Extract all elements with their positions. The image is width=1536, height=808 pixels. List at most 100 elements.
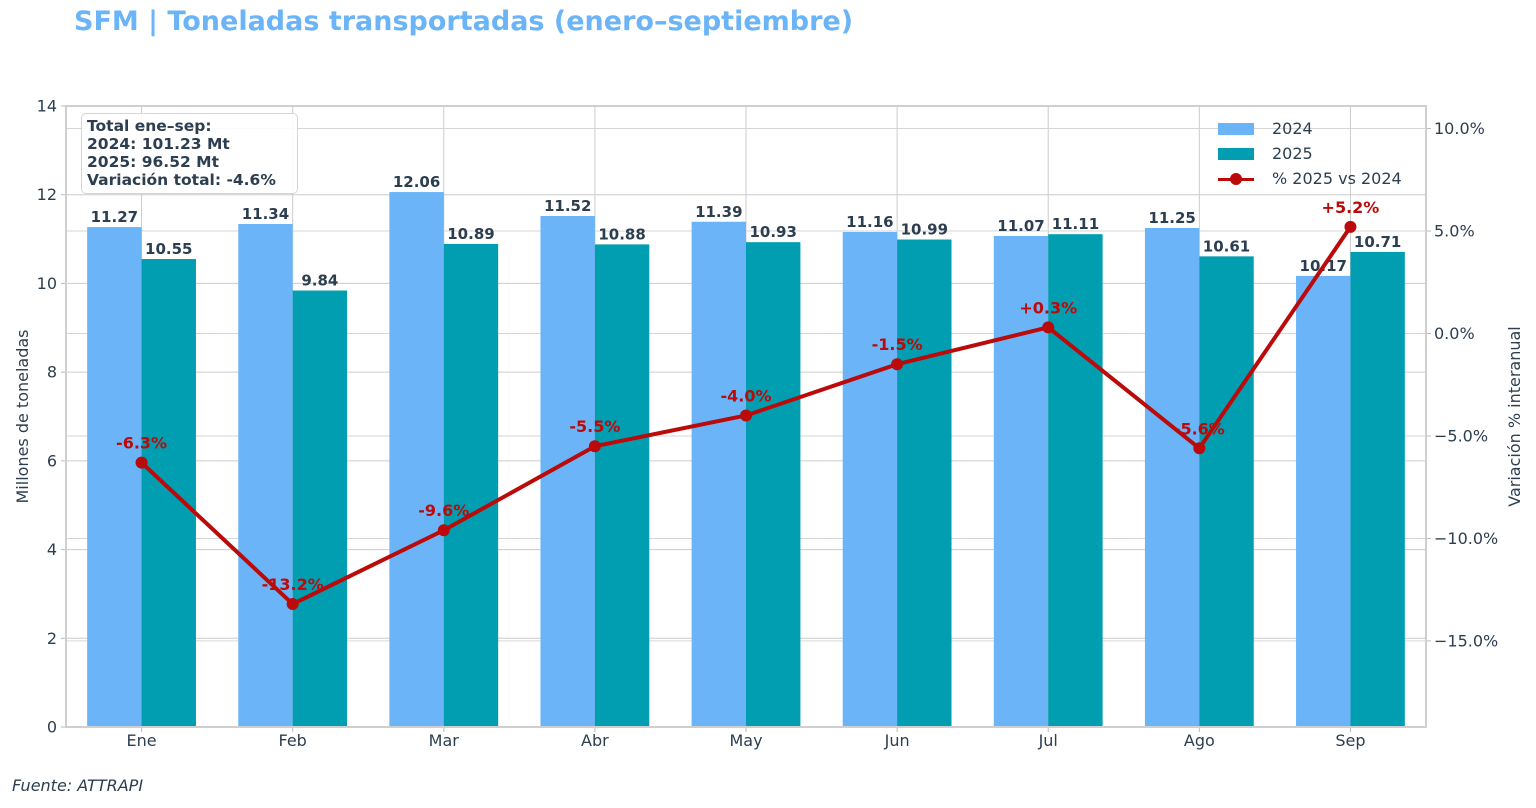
- bar-2025: [141, 259, 196, 727]
- summary-total-2024: 2024: 101.23 Mt: [87, 135, 230, 153]
- bar-2025: [746, 242, 801, 727]
- pct-point: [1344, 220, 1357, 233]
- pct-label: -13.2%: [262, 575, 324, 594]
- pct-label: -5.5%: [569, 417, 620, 436]
- y-right-tick-label: −10.0%: [1434, 529, 1498, 548]
- bar-2025: [443, 243, 499, 727]
- y-right-axis-title: Variación % interanual: [1505, 326, 1524, 507]
- summary-total-2025: 2025: 96.52 Mt: [87, 153, 219, 171]
- y-tick-label: 8: [47, 363, 57, 382]
- y-right-tick-label: 5.0%: [1434, 222, 1475, 241]
- bar-2024: [238, 223, 293, 728]
- pct-point: [286, 598, 299, 611]
- pct-point: [1042, 321, 1055, 334]
- plot-frame: [65, 105, 1427, 728]
- legend-item-2025: 2025: [1218, 141, 1418, 166]
- x-tick-label: Abr: [581, 731, 609, 750]
- summary-box: Total ene–sep: 2024: 101.23 Mt 2025: 96.…: [81, 113, 298, 194]
- pct-point: [135, 456, 148, 469]
- x-tick-label: May: [729, 731, 762, 750]
- y-tick-label: 0: [47, 718, 57, 737]
- legend-label-2024: 2024: [1272, 119, 1313, 138]
- pct-point: [891, 358, 904, 371]
- bar-labels-layer: 11.27 10.55 11.34 9.84 12.06 10.89 11.52 10.88 1…: [91, 173, 1402, 289]
- bar-label-2024: 11.39: [695, 203, 742, 221]
- bar-label-2025: 10.55: [145, 240, 192, 258]
- y-right-tick-label: −15.0%: [1434, 631, 1498, 650]
- y-tick-label: 12: [37, 185, 57, 204]
- pct-label: +5.2%: [1322, 198, 1380, 217]
- bar-2024: [993, 235, 1049, 727]
- y-tick-label: 2: [47, 629, 57, 648]
- y-right-tick-label: 0.0%: [1434, 324, 1475, 343]
- summary-heading: Total ene–sep:: [87, 117, 212, 135]
- bar-label-2024: 11.25: [1148, 209, 1195, 227]
- x-tick-label: Jul: [1038, 731, 1058, 750]
- x-tick-label: Mar: [429, 731, 460, 750]
- legend-item-2024: 2024: [1218, 116, 1418, 141]
- legend: 2024 2025 % 2025 vs 2024: [1218, 116, 1418, 191]
- bar-2024: [691, 221, 746, 727]
- bar-label-2025: 9.84: [301, 272, 338, 290]
- bar-label-2025: 11.11: [1052, 215, 1099, 233]
- bar-2025: [897, 239, 952, 727]
- bar-label-2024: 11.16: [846, 213, 893, 231]
- bar-label-2025: 10.61: [1203, 237, 1250, 255]
- x-tick-label: Ene: [127, 731, 157, 750]
- bar-label-2024: 11.52: [544, 197, 591, 215]
- y-axis-title: Millones de toneladas: [13, 329, 32, 503]
- y-tick-label: 4: [47, 540, 57, 559]
- y-tick-label: 14: [37, 97, 57, 116]
- x-tick-label: Feb: [279, 731, 307, 750]
- y-tick-label: 10: [37, 274, 57, 293]
- pct-point: [588, 440, 601, 453]
- legend-label-pct: % 2025 vs 2024: [1272, 169, 1402, 188]
- bar-2025: [594, 244, 650, 727]
- bar-label-2025: 10.71: [1354, 233, 1401, 251]
- bars-layer: [87, 192, 1405, 728]
- bar-2024: [389, 192, 444, 727]
- bar-label-2024: 12.06: [393, 173, 440, 191]
- bar-label-2025: 10.93: [749, 223, 796, 241]
- bar-label-2025: 10.89: [447, 225, 494, 243]
- x-tick-label: Sep: [1335, 731, 1365, 750]
- pct-point: [1193, 442, 1206, 455]
- bar-2024: [1296, 275, 1351, 727]
- bar-2024: [87, 227, 142, 727]
- bar-2025: [1048, 234, 1103, 727]
- bar-label-2025: 10.88: [598, 225, 645, 243]
- axes-layer: 0 2 4 6 8 10 12 14 −15.0% −10.0% −5.0% 0.0% 5.0% 10.0…: [13, 97, 1524, 751]
- bar-2025: [1350, 251, 1405, 727]
- pct-label: +0.3%: [1019, 298, 1077, 317]
- summary-total-variation: Variación total: -4.6%: [87, 171, 276, 189]
- bar-label-2024: 11.27: [91, 208, 138, 226]
- bar-label-2024: 11.07: [997, 217, 1044, 235]
- pct-label: -1.5%: [872, 335, 923, 354]
- pct-point: [740, 409, 752, 422]
- y-tick-label: 6: [47, 451, 57, 470]
- x-tick-label: Ago: [1184, 731, 1215, 750]
- bar-2025: [292, 290, 348, 727]
- y-right-tick-label: 10.0%: [1434, 119, 1485, 138]
- legend-item-pct: % 2025 vs 2024: [1218, 166, 1418, 191]
- pct-point: [437, 524, 450, 537]
- pct-label: -5.6%: [1174, 419, 1225, 438]
- bar-2024: [842, 231, 898, 727]
- bar-label-2025: 10.99: [901, 221, 948, 239]
- pct-label: -4.0%: [720, 386, 771, 405]
- source-note: Fuente: ATTRAPI: [12, 776, 144, 795]
- bar-2024: [1144, 227, 1200, 727]
- pct-label: -6.3%: [116, 434, 167, 453]
- line-layer: -6.3% -13.2% -9.6% -5.5% -4.0% -1.5% +0.3% -5.6…: [116, 198, 1380, 611]
- y-right-tick-label: −5.0%: [1434, 426, 1488, 445]
- bar-2025: [1199, 256, 1254, 727]
- x-tick-label: Jun: [884, 731, 910, 750]
- page-title: SFM | Toneladas transportadas (enero–sep…: [74, 6, 854, 37]
- legend-label-2025: 2025: [1272, 144, 1313, 163]
- legend-swatch-2025: [1218, 147, 1254, 160]
- legend-swatch-2024: [1218, 122, 1254, 135]
- bar-label-2024: 11.34: [242, 205, 289, 223]
- legend-line-marker: [1218, 172, 1254, 186]
- pct-label: -9.6%: [418, 501, 469, 520]
